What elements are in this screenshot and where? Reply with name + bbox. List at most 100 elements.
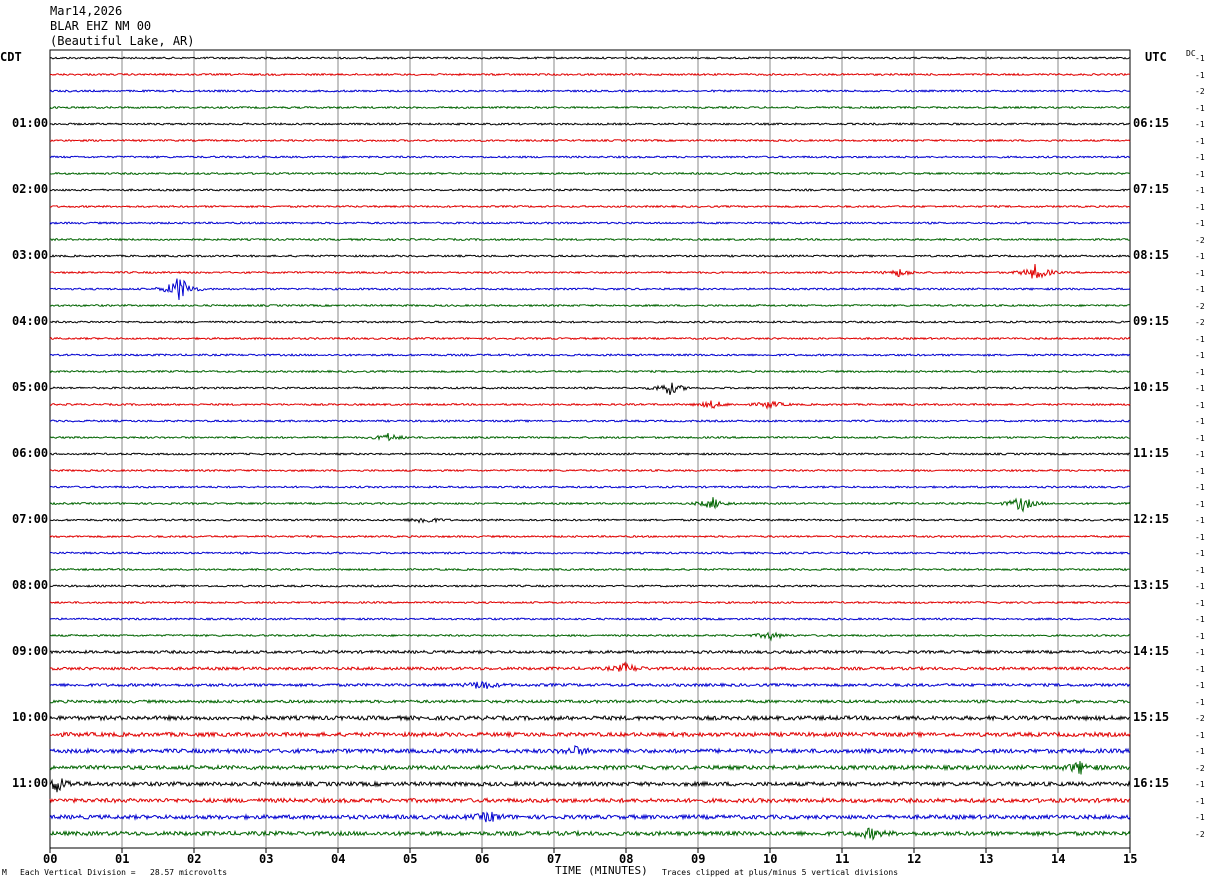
trace-line <box>49 303 1131 308</box>
trace-line <box>49 278 1131 301</box>
trace-line <box>49 761 1131 775</box>
trace-line <box>49 661 1131 673</box>
dc-offset-label: -1 <box>1195 367 1205 377</box>
header-location: (Beautiful Lake, AR) <box>50 34 195 48</box>
right-hour-label: 07:15 <box>1133 182 1170 196</box>
trace-line <box>49 353 1131 357</box>
trace-line <box>49 89 1131 93</box>
trace-line <box>49 567 1130 572</box>
right-hour-label: 12:15 <box>1133 512 1170 526</box>
trace-line <box>49 584 1131 588</box>
trace-line <box>49 468 1131 473</box>
trace-line <box>49 138 1131 143</box>
x-tick-label: 15 <box>1123 852 1138 866</box>
left-hour-label: 06:00 <box>12 446 49 460</box>
right-hour-label: 09:15 <box>1133 314 1170 328</box>
dc-offset-label: -1 <box>1195 780 1205 789</box>
dc-offset-label: -2 <box>1195 87 1205 96</box>
left-hour-label: 01:00 <box>12 116 49 130</box>
dc-offset-label: -1 <box>1195 202 1205 212</box>
trace-line <box>49 778 1131 793</box>
dc-offset-label: -2 <box>1195 763 1205 773</box>
x-tick-label: 06 <box>475 852 490 866</box>
dc-offset-label: -1 <box>1195 631 1205 641</box>
dc-offset-label: -1 <box>1195 549 1205 558</box>
x-tick-label: 07 <box>547 852 562 866</box>
dc-offset-label: -2 <box>1195 301 1205 311</box>
trace-line <box>49 631 1131 642</box>
right-hour-label: 06:15 <box>1133 116 1170 130</box>
x-tick-label: 14 <box>1051 852 1066 866</box>
left-hour-label: 10:00 <box>12 710 49 724</box>
trace-line <box>49 155 1131 159</box>
dc-offset-label: -1 <box>1195 103 1205 113</box>
dc-offset-label: -1 <box>1195 681 1205 690</box>
left-timezone-label: CDT <box>0 50 22 64</box>
trace-line <box>49 452 1131 456</box>
trace-line <box>49 320 1131 324</box>
dc-offset-label: -1 <box>1195 648 1205 657</box>
dc-offset-label: -1 <box>1195 532 1205 542</box>
x-tick-label: 13 <box>979 852 994 866</box>
footer-clip-note: Traces clipped at plus/minus 5 vertical … <box>662 868 899 877</box>
dc-label: DC <box>1186 49 1196 58</box>
dc-offset-label: -1 <box>1195 615 1205 624</box>
trace-line <box>49 56 1131 60</box>
left-hour-label: 11:00 <box>12 776 49 790</box>
trace-line <box>49 122 1131 126</box>
x-tick-label: 09 <box>691 852 706 866</box>
dc-offset-label: -1 <box>1195 664 1205 674</box>
right-timezone-label: UTC <box>1145 50 1167 64</box>
trace-line <box>49 336 1131 341</box>
left-hour-label: 05:00 <box>12 380 49 394</box>
right-hour-label: 16:15 <box>1133 776 1170 790</box>
dc-offset-label: -1 <box>1195 252 1205 261</box>
dc-offset-label: -2 <box>1195 714 1205 723</box>
right-hour-label: 15:15 <box>1133 710 1170 724</box>
trace-line <box>49 264 1131 279</box>
dc-offset-label: -1 <box>1195 450 1205 459</box>
x-tick-label: 00 <box>43 852 58 866</box>
footer-scale: Each Vertical Division = 28.57 microvolt… <box>20 868 228 877</box>
dc-offset-label: -1 <box>1195 268 1205 278</box>
x-axis-title: TIME (MINUTES) <box>555 864 648 877</box>
trace-line <box>49 204 1131 209</box>
trace-line <box>49 72 1131 77</box>
x-tick-label: 04 <box>331 852 346 866</box>
trace-line <box>49 221 1131 225</box>
trace-line <box>49 827 1131 841</box>
dc-offset-label: -1 <box>1195 466 1205 476</box>
trace-line <box>50 517 1131 524</box>
trace-line <box>49 105 1131 110</box>
trace-line <box>49 617 1131 621</box>
trace-line <box>49 419 1131 423</box>
dc-offset-label: -1 <box>1195 169 1205 179</box>
dc-offset-label: -1 <box>1195 582 1205 591</box>
x-tick-label: 10 <box>763 852 778 866</box>
dc-offset-label: -2 <box>1195 235 1205 245</box>
dc-offset-label: -1 <box>1195 153 1205 162</box>
dc-offset-label: -1 <box>1195 499 1205 509</box>
right-hour-label: 13:15 <box>1133 578 1170 592</box>
left-hour-label: 03:00 <box>12 248 49 262</box>
right-hour-label: 14:15 <box>1133 644 1170 658</box>
trace-line <box>49 171 1131 176</box>
dc-offset-label: -1 <box>1195 697 1205 707</box>
x-tick-label: 08 <box>619 852 634 866</box>
left-hour-label: 02:00 <box>12 182 49 196</box>
x-tick-label: 05 <box>403 852 418 866</box>
trace-line <box>49 714 1131 722</box>
left-hour-label: 04:00 <box>12 314 49 328</box>
trace-line <box>49 237 1131 242</box>
right-hour-label: 11:15 <box>1133 446 1170 460</box>
trace-line <box>50 254 1131 258</box>
trace-line <box>49 796 1131 805</box>
trace-line <box>49 649 1131 655</box>
x-tick-label: 12 <box>907 852 922 866</box>
dc-offset-label: -1 <box>1195 565 1205 575</box>
dc-offset-label: -1 <box>1195 516 1205 525</box>
dc-offset-label: -1 <box>1195 400 1205 410</box>
trace-line <box>49 400 1131 410</box>
dc-offset-label: -1 <box>1195 54 1205 63</box>
